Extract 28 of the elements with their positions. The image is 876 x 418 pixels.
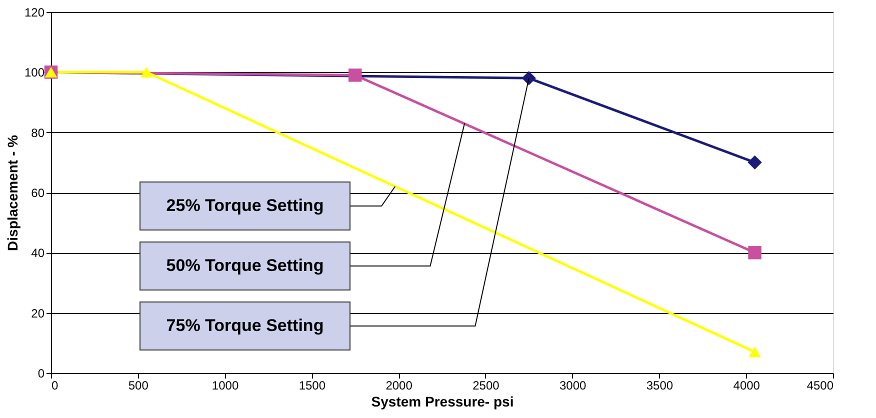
- point: [748, 346, 761, 358]
- point: [140, 66, 153, 78]
- x-tick-label: 1500: [298, 378, 326, 392]
- x-tick-label: 2000: [386, 378, 413, 392]
- x-tick-label: 3500: [646, 378, 674, 392]
- x-tick-label: 500: [128, 378, 149, 392]
- y-tick-label: 80: [31, 126, 45, 140]
- x-axis-title: System Pressure- psi: [371, 394, 514, 410]
- point: [748, 155, 762, 170]
- point: [748, 246, 762, 260]
- y-tick-label: 0: [38, 366, 45, 380]
- annotation: 50% Torque Setting: [166, 256, 324, 275]
- y-tick-label: 20: [31, 306, 45, 320]
- x-tick-label: 1000: [212, 378, 239, 392]
- annotation: 25% Torque Setting: [166, 196, 324, 215]
- point: [522, 71, 536, 86]
- y-tick-label: 100: [24, 66, 45, 80]
- y-tick-label: 120: [24, 6, 45, 20]
- x-tick-label: 3000: [559, 378, 587, 392]
- x-tick-label: 4500: [806, 378, 834, 392]
- annotation: 75% Torque Setting: [166, 316, 324, 335]
- y-tick-label: 40: [31, 246, 45, 260]
- y-axis-title: Displacement - %: [4, 134, 20, 251]
- x-tick-label: 0: [52, 378, 58, 392]
- y-tick-label: 60: [31, 186, 45, 200]
- x-tick-label: 4000: [733, 378, 760, 392]
- point: [348, 68, 362, 82]
- x-tick-label: 2500: [472, 378, 500, 392]
